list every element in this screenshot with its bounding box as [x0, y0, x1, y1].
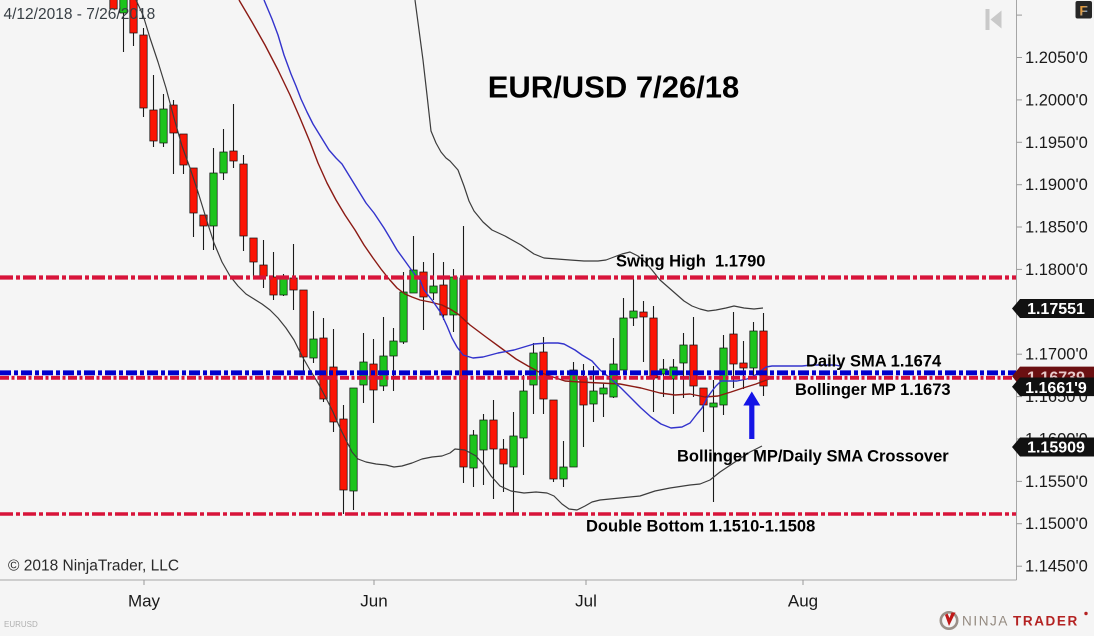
- svg-text:1.1950'0: 1.1950'0: [1025, 134, 1088, 152]
- svg-text:1.17551: 1.17551: [1027, 301, 1085, 318]
- svg-text:1.1500'0: 1.1500'0: [1025, 515, 1088, 533]
- svg-text:NINJA: NINJA: [962, 614, 1009, 629]
- svg-text:1.1661'9: 1.1661'9: [1025, 380, 1087, 397]
- svg-text:Jun: Jun: [360, 592, 387, 611]
- svg-text:Swing High 1.1790: Swing High 1.1790: [616, 253, 765, 271]
- svg-text:Jul: Jul: [575, 592, 597, 611]
- svg-text:Daily SMA 1.1674: Daily SMA 1.1674: [806, 352, 942, 370]
- svg-text:1.2050'0: 1.2050'0: [1025, 49, 1088, 67]
- svg-text:Double Bottom 1.1510-1.1508: Double Bottom 1.1510-1.1508: [586, 518, 815, 536]
- svg-text:EUR/USD 7/26/18: EUR/USD 7/26/18: [488, 70, 740, 105]
- svg-text:Bollinger MP 1.1673: Bollinger MP 1.1673: [795, 381, 951, 399]
- svg-text:1.1450'0: 1.1450'0: [1025, 558, 1088, 576]
- svg-text:1.1800'0: 1.1800'0: [1025, 261, 1088, 279]
- svg-text:Bollinger MP/Daily SMA Crossov: Bollinger MP/Daily SMA Crossover: [677, 448, 949, 466]
- svg-text:F: F: [1079, 3, 1088, 19]
- svg-text:1.1700'0: 1.1700'0: [1025, 346, 1088, 364]
- svg-text:1.1850'0: 1.1850'0: [1025, 219, 1088, 237]
- svg-text:1.2000'0: 1.2000'0: [1025, 91, 1088, 109]
- svg-text:May: May: [128, 592, 161, 611]
- svg-text:TRADER: TRADER: [1013, 614, 1079, 629]
- svg-text:© 2018 NinjaTrader, LLC: © 2018 NinjaTrader, LLC: [8, 558, 179, 575]
- svg-text:1.1900'0: 1.1900'0: [1025, 176, 1088, 194]
- svg-text:1.1550'0: 1.1550'0: [1025, 473, 1088, 491]
- svg-text:4/12/2018 - 7/26/2018: 4/12/2018 - 7/26/2018: [4, 6, 156, 23]
- svg-text:EURUSD: EURUSD: [4, 620, 38, 629]
- svg-text:Aug: Aug: [788, 592, 818, 611]
- svg-text:1.15909: 1.15909: [1027, 440, 1085, 457]
